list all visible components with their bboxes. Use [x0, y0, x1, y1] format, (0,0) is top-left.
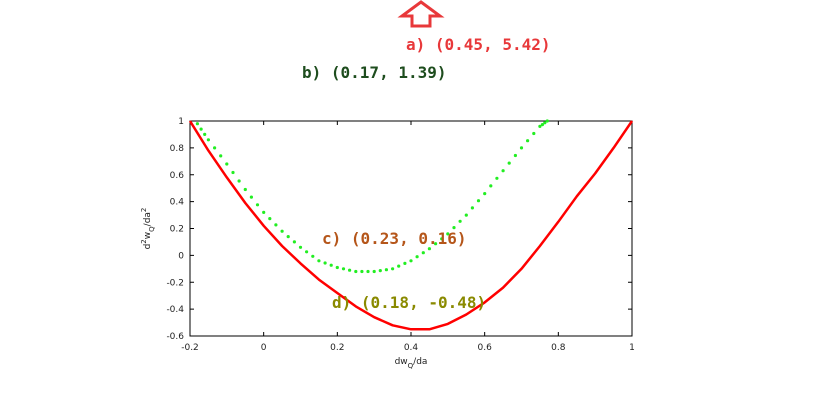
- y-tick-label: -0.4: [166, 305, 184, 315]
- series-point: [446, 232, 450, 236]
- up-arrow-icon: [397, 0, 445, 28]
- series-point: [219, 154, 223, 158]
- series-point: [495, 176, 499, 180]
- series-point: [360, 269, 364, 274]
- series-point: [225, 162, 229, 166]
- y-tick-label: -0.2: [166, 278, 184, 288]
- series-point: [391, 267, 395, 271]
- annotation-a: a) (0.45, 5.42): [406, 35, 551, 54]
- series-point: [501, 169, 505, 173]
- series-point: [311, 254, 315, 258]
- series-point: [421, 251, 425, 255]
- series-point: [403, 261, 407, 265]
- series-point: [335, 265, 339, 270]
- series-line: [188, 120, 634, 331]
- series-point: [203, 132, 207, 136]
- series-point: [489, 184, 493, 188]
- series-point: [476, 199, 481, 203]
- series-point: [538, 124, 542, 128]
- series-layer: [188, 119, 634, 331]
- series-point: [305, 250, 309, 254]
- offscale-up-arrow-icon: [397, 0, 445, 28]
- series-point: [526, 139, 530, 143]
- x-tick-label: 0.2: [330, 343, 344, 353]
- y-tick-label: 0.2: [170, 225, 184, 235]
- series-point: [268, 217, 272, 221]
- series-point: [286, 235, 290, 239]
- series-point: [397, 264, 401, 268]
- series-point: [378, 269, 382, 273]
- y-axis-title: d2wQ/da2: [140, 208, 156, 250]
- series-point: [317, 259, 321, 263]
- y-tick-label: 1: [178, 117, 184, 127]
- series-point: [199, 127, 203, 131]
- series-point: [274, 223, 278, 227]
- series-point: [470, 206, 474, 210]
- y-tick-label: 0.6: [170, 171, 185, 181]
- series-point: [366, 269, 370, 274]
- x-tick-label: 0.8: [551, 343, 566, 353]
- series-point: [255, 203, 260, 207]
- series-point: [440, 237, 444, 241]
- x-tick-label: 1: [629, 343, 635, 353]
- series-point: [237, 179, 241, 183]
- y-tick-label: -0.6: [166, 332, 184, 342]
- series-point: [341, 267, 346, 271]
- series-1: [188, 120, 634, 331]
- x-axis-title: dwQ/da: [395, 357, 428, 370]
- x-axis: -0.2 0 0.2 0.4 0.6 0.8 1: [181, 121, 635, 353]
- y-tick-label: 0: [178, 251, 184, 261]
- series-point: [458, 219, 462, 223]
- x-tick-label: 0.6: [478, 343, 493, 353]
- series-point: [545, 119, 549, 123]
- series-point: [519, 146, 524, 150]
- series-point: [415, 255, 419, 259]
- series-point: [231, 170, 235, 175]
- series-point: [243, 187, 247, 192]
- series-point: [348, 268, 352, 272]
- series-point: [292, 240, 296, 244]
- series-point: [409, 259, 413, 263]
- series-point: [262, 210, 266, 214]
- x-tick-label: 0: [261, 343, 267, 353]
- series-point: [372, 269, 376, 274]
- annotation-d: d) (0.18, -0.48): [332, 293, 486, 312]
- series-point: [483, 192, 487, 196]
- series-point: [540, 123, 545, 127]
- series-point: [249, 195, 253, 199]
- series-point: [384, 268, 388, 272]
- series-point: [532, 131, 536, 136]
- series-point: [213, 146, 217, 150]
- series-point: [298, 245, 303, 249]
- series-point: [427, 247, 431, 251]
- x-tick-label: -0.2: [181, 343, 199, 353]
- series-point: [323, 261, 327, 265]
- series-point: [507, 161, 511, 165]
- y-axis: -0.6 -0.4 -0.2 0 0.2 0.4 0.6 0.8 1: [166, 117, 632, 342]
- annotation-b: b) (0.17, 1.39): [302, 63, 447, 82]
- y-tick-label: 0.8: [170, 144, 185, 154]
- series-2: [195, 119, 549, 274]
- series-point: [452, 226, 456, 230]
- series-point: [354, 269, 358, 274]
- y-tick-label: 0.4: [170, 198, 185, 208]
- series-point: [206, 138, 210, 142]
- x-tick-label: 0.4: [404, 343, 419, 353]
- series-point: [195, 122, 199, 126]
- series-point: [280, 229, 284, 233]
- series-point: [543, 121, 547, 125]
- annotation-c: c) (0.23, 0.16): [322, 229, 467, 248]
- series-point: [434, 242, 438, 246]
- series-point: [513, 153, 518, 158]
- series-point: [464, 213, 468, 217]
- series-point: [329, 263, 333, 267]
